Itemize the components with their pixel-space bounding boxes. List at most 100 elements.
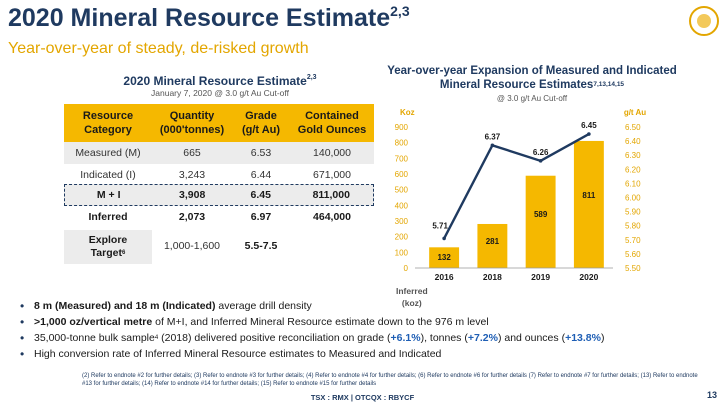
table-row-measured: Measured (M) 665 6.53 140,000 (64, 142, 374, 164)
bar (477, 223, 508, 268)
grade-point (587, 132, 591, 136)
table-title: 2020 Mineral Resource Estimate2,3 (123, 74, 317, 88)
explore-target-grade: 5.5-7.5 (244, 240, 278, 252)
y2-tick-label: 6.00 (625, 194, 641, 203)
y2-tick-label: 6.30 (625, 151, 641, 160)
bar-value-label: 281 (486, 237, 500, 246)
y2-tick-label: 6.20 (625, 165, 641, 174)
y2-tick-label: 5.90 (625, 208, 641, 217)
grade-point (538, 159, 543, 163)
table-row-inferred: Inferred 2,073 6.97 464,000 (64, 206, 374, 228)
cell-ounces: 811,000 (312, 189, 350, 201)
y2-tick-label: 5.80 (625, 222, 641, 231)
bullet-text: 35,000-tonne bulk sample (34, 332, 155, 344)
cell-quantity: 665 (183, 147, 201, 159)
page-number: 13 (706, 390, 717, 400)
header-quantity: Quantity (000'tonnes) (159, 110, 225, 136)
bullet-text: (2018) delivered positive reconciliation… (158, 332, 391, 344)
bar-value-label: 132 (437, 253, 451, 262)
bullet-text: High conversion rate of Inferred Mineral… (34, 348, 442, 360)
header-contained-ounces: Contained Gold Ounces (297, 110, 367, 136)
y-tick-label: 0 (404, 264, 409, 273)
slide-title: 2020 Mineral Resource Estimate2,3 (8, 3, 410, 32)
cell-category: Indicated (I) (80, 169, 136, 181)
cell-grade: 6.53 (250, 147, 272, 159)
company-logo-icon (689, 6, 719, 36)
bullet-text: ) (600, 332, 605, 344)
y-axis-title: Koz (400, 108, 415, 117)
footer-tickers: TSX : RMX | OTCQX : RBYCF (310, 393, 415, 402)
bar (429, 247, 460, 268)
bar (525, 175, 556, 268)
bullet-list: 8 m (Measured) and 18 m (Indicated) aver… (18, 298, 708, 362)
resource-chart: Koz g/t Au 0 100 200 300 400 500 600 700 800 900 5.5… (395, 108, 647, 282)
chart-subtitle: @ 3.0 g/t Au Cut-off (496, 94, 568, 103)
y-tick-label: 200 (395, 233, 409, 242)
y2-tick-label: 5.60 (625, 250, 641, 259)
grade-value-label: 6.45 (581, 121, 597, 130)
y-tick-label: 500 (395, 186, 409, 195)
cell-category: Measured (M) (75, 147, 141, 159)
bullet-item: 8 m (Measured) and 18 m (Indicated) aver… (18, 298, 708, 314)
explore-target-quantity: 1,000-1,600 (163, 240, 221, 252)
y-tick-label: 800 (395, 139, 409, 148)
cell-category: Inferred (88, 211, 128, 223)
header-line: Resource (82, 110, 134, 122)
cell-grade: 6.97 (250, 211, 272, 223)
y-tick-label: 300 (395, 217, 409, 226)
bullet-item: 35,000-tonne bulk sample4 (2018) deliver… (18, 330, 708, 346)
y-tick-label: 600 (395, 170, 409, 179)
header-grade: Grade (g/t Au) (241, 110, 281, 136)
cell-quantity: 3,908 (179, 189, 206, 201)
y2-tick-label: 6.50 (625, 123, 641, 132)
cell-quantity: 3,243 (178, 169, 206, 181)
bar-value-label: 811 (582, 191, 595, 200)
table-row-m-plus-i: M + I 3,908 6.45 811,000 (64, 184, 374, 206)
bullet-text: 4 (154, 335, 159, 341)
cell-ounces: 464,000 (313, 211, 351, 223)
table-subtitle: January 7, 2020 @ 3.0 g/t Au Cut-off (151, 88, 289, 98)
y2-tick-label: 5.50 (625, 264, 641, 273)
bullet-text: ), tonnes ( (420, 332, 468, 344)
grade-value-label: 5.71 (432, 221, 448, 230)
bullet-text: of M+I, and Inferred Mineral Resource es… (152, 316, 489, 328)
bullet-item: >1,000 oz/vertical metre of M+I, and Inf… (18, 314, 708, 330)
bar-value-label: 589 (534, 210, 548, 219)
bullet-item: High conversion rate of Inferred Mineral… (18, 346, 708, 362)
bullet-text: +13.8% (565, 332, 601, 344)
footnote: (2) Refer to endnote #2 for further deta… (82, 373, 698, 387)
y2-axis-title: g/t Au (624, 108, 646, 117)
bullet-text: average drill density (215, 300, 312, 312)
grade-line (443, 133, 590, 239)
bar (573, 140, 604, 268)
x-tick-label: 2019 (531, 272, 550, 282)
y2-tick-label: 5.70 (625, 236, 641, 245)
cell-grade: 6.45 (250, 189, 271, 201)
x-tick-label: 2016 (435, 272, 454, 282)
header-resource-category: Resource Category (82, 110, 134, 136)
grade-value-label: 6.26 (533, 148, 549, 157)
slide-subtitle: Year-over-year of steady, de-risked grow… (8, 40, 309, 57)
bullet-text: ) and ounces ( (497, 332, 566, 344)
y-tick-label: 700 (395, 154, 409, 163)
bullet-text: >1,000 oz/vertical metre (34, 316, 153, 328)
bullet-text: 8 m (Measured) and 18 m (Indicated) (34, 300, 216, 312)
grade-point (442, 236, 446, 241)
explore-target-label: Explore Target6 (64, 230, 152, 264)
x-tick-label: 2020 (579, 272, 598, 282)
y-tick-label: 100 (395, 248, 409, 257)
y-tick-label: 400 (395, 201, 409, 210)
y-tick-label: 900 (395, 123, 409, 132)
table-row-indicated: Indicated (I) 3,243 6.44 671,000 (64, 164, 374, 186)
y2-tick-label: 6.10 (625, 179, 641, 188)
y2-tick-label: 6.40 (625, 137, 641, 146)
cell-category: M + I (96, 189, 121, 201)
bullet-text: +7.2% (467, 332, 498, 344)
grade-point (490, 143, 495, 148)
cell-quantity: 2,073 (178, 211, 206, 223)
cell-grade: 6.44 (250, 169, 272, 181)
cell-ounces: 671,000 (313, 169, 351, 181)
table-header: Resource Category Quantity (000'tonnes) Gr… (64, 104, 374, 142)
bullet-text: +6.1% (390, 332, 421, 344)
grade-value-label: 6.37 (485, 132, 501, 141)
